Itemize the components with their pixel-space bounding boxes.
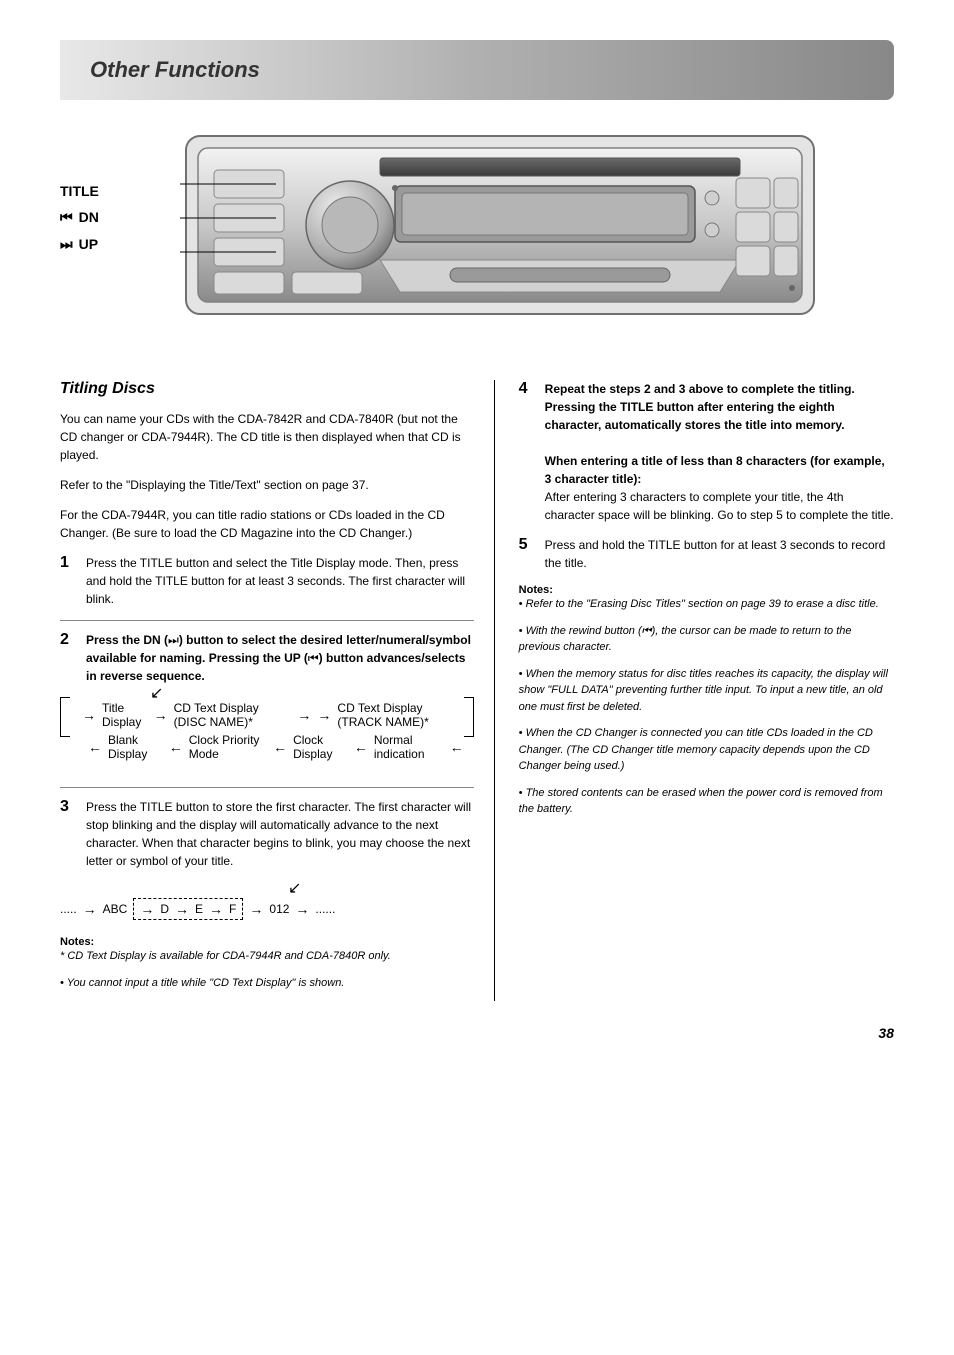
step-4-number: 4 bbox=[519, 380, 537, 524]
stereo-diagram-area: TITLE ⏮ DN ⏭ UP bbox=[60, 130, 894, 320]
step2-a-prefix: Press the DN ( bbox=[86, 633, 168, 647]
arrow-right-icon: → bbox=[209, 901, 223, 917]
separator-1 bbox=[60, 620, 474, 621]
note-r3: • When the memory status for disc titles… bbox=[519, 666, 894, 716]
mode-cycle-diagram: ↙ → Title Display → CD Text Display (DIS… bbox=[60, 697, 474, 771]
mode-clock: Clock Display bbox=[293, 733, 348, 761]
arrow-right-icon: → bbox=[317, 707, 331, 723]
note-r4: • When the CD Changer is connected you c… bbox=[519, 725, 894, 775]
intro2-suffix: . bbox=[365, 478, 368, 492]
section-header: Other Functions bbox=[60, 40, 894, 100]
letters-abc: ABC bbox=[103, 902, 128, 916]
callout-dn: ⏮ DN bbox=[60, 206, 180, 228]
step-1: 1 Press the TITLE button and select the … bbox=[60, 554, 474, 608]
note-star: * CD Text Display is available for CDA-7… bbox=[60, 948, 474, 965]
step2-b-prefix: Pressing the UP ( bbox=[209, 651, 308, 665]
pointer-arrow-icon: ↙ bbox=[150, 683, 163, 703]
step-2-text: Press the DN (⏭) button to select the de… bbox=[86, 631, 474, 685]
notes-heading-left: Notes: bbox=[60, 936, 474, 948]
arrow-right-icon: → bbox=[175, 901, 189, 917]
step-3-number: 3 bbox=[60, 798, 78, 870]
note-r1: • Refer to the "Erasing Disc Titles" sec… bbox=[519, 596, 894, 613]
arrow-left-icon: ← bbox=[169, 739, 183, 755]
left-column: Titling Discs You can name your CDs with… bbox=[60, 380, 494, 1001]
step-3: 3 Press the TITLE button to store the fi… bbox=[60, 798, 474, 870]
mode-cd-disc-name: CD Text Display (DISC NAME)* bbox=[174, 701, 292, 729]
letter-d: D bbox=[160, 902, 169, 916]
bracket-left bbox=[60, 697, 70, 737]
letters-012: 012 bbox=[269, 902, 289, 916]
notes-heading-right: Notes: bbox=[519, 584, 894, 596]
arrow-left-icon: ← bbox=[88, 739, 102, 755]
letter-e: E bbox=[195, 902, 203, 916]
letter-f: F bbox=[229, 902, 236, 916]
arrow-right-icon: → bbox=[140, 901, 154, 917]
arrow-right-icon: → bbox=[249, 901, 263, 917]
letters-dashed-box: → D → E → F bbox=[133, 898, 243, 920]
step-3-text: Press the TITLE button to store the firs… bbox=[86, 798, 474, 870]
step-4-text: Repeat the steps 2 and 3 above to comple… bbox=[545, 380, 894, 524]
titling-discs-heading: Titling Discs bbox=[60, 380, 474, 398]
intro-paragraph-3: For the CDA-7944R, you can title radio s… bbox=[60, 506, 474, 542]
rewind-icon: ⏮ bbox=[60, 206, 73, 228]
step-2-number: 2 bbox=[60, 631, 78, 685]
pointer-arrow-icon: ↙ bbox=[288, 878, 301, 898]
mode-title-display: Title Display bbox=[102, 701, 148, 729]
step4-b-prefix: When entering a title of less than 8 cha… bbox=[545, 454, 885, 486]
step-5-text: Press and hold the TITLE button for at l… bbox=[545, 536, 894, 572]
step-4: 4 Repeat the steps 2 and 3 above to comp… bbox=[519, 380, 894, 524]
ellipsis: ...... bbox=[315, 902, 335, 916]
forward-icon: ⏭ bbox=[168, 633, 179, 647]
rewind-icon: ⏮ bbox=[642, 625, 652, 637]
section-header-title: Other Functions bbox=[90, 57, 260, 83]
callout-labels: TITLE ⏮ DN ⏭ UP bbox=[60, 130, 180, 259]
ellipsis: ..... bbox=[60, 902, 77, 916]
step-1-number: 1 bbox=[60, 554, 78, 608]
forward-icon: ⏭ bbox=[60, 233, 73, 255]
intro2-prefix: Refer to the "Displaying the Title/Text"… bbox=[60, 478, 352, 492]
page-number: 38 bbox=[878, 1025, 894, 1041]
intro-paragraph-1: You can name your CDs with the CDA-7842R… bbox=[60, 410, 474, 464]
step4-a: Repeat the steps 2 and 3 above to comple… bbox=[545, 382, 855, 432]
letters-sequence-diagram: ↙ ..... → ABC → D → E → F → 012 → ...... bbox=[60, 882, 474, 920]
mode-row-reverse: ← Blank Display ← Clock Priority Mode ← … bbox=[70, 733, 464, 761]
separator-2 bbox=[60, 787, 474, 788]
arrow-left-icon: ← bbox=[450, 739, 464, 755]
step-2: 2 Press the DN (⏭) button to select the … bbox=[60, 631, 474, 685]
arrow-right-icon: → bbox=[295, 901, 309, 917]
arrow-right-icon: → bbox=[154, 707, 168, 723]
intro2-page-ref: 37 bbox=[352, 478, 365, 492]
step-5: 5 Press and hold the TITLE button for at… bbox=[519, 536, 894, 572]
car-stereo-illustration bbox=[180, 130, 894, 320]
bracket-right bbox=[464, 697, 474, 737]
mode-cd-track-name: CD Text Display (TRACK NAME)* bbox=[337, 701, 463, 729]
two-column-body: Titling Discs You can name your CDs with… bbox=[60, 380, 894, 1001]
arrow-right-icon: → bbox=[82, 707, 96, 723]
mode-clock-priority: Clock Priority Mode bbox=[189, 733, 267, 761]
note-r5: • The stored contents can be erased when… bbox=[519, 785, 894, 818]
rewind-icon: ⏮ bbox=[308, 651, 319, 665]
step4-b-body: After entering 3 characters to complete … bbox=[545, 490, 894, 522]
note-bullet: • You cannot input a title while "CD Tex… bbox=[60, 975, 474, 992]
mode-normal: Normal indication bbox=[374, 733, 444, 761]
arrow-left-icon: ← bbox=[273, 739, 287, 755]
mode-blank: Blank Display bbox=[108, 733, 163, 761]
callout-title: TITLE bbox=[60, 180, 180, 202]
note-r2-prefix: • With the rewind button ( bbox=[519, 625, 642, 637]
arrow-left-icon: ← bbox=[354, 739, 368, 755]
mode-row-forward: → Title Display → CD Text Display (DISC … bbox=[70, 701, 464, 729]
callout-up: ⏭ UP bbox=[60, 233, 180, 255]
callout-title-text: TITLE bbox=[60, 180, 99, 202]
step-5-number: 5 bbox=[519, 536, 537, 572]
arrow-right-icon: → bbox=[83, 901, 97, 917]
right-column: 4 Repeat the steps 2 and 3 above to comp… bbox=[494, 380, 894, 1001]
note-r2: • With the rewind button (⏮), the cursor… bbox=[519, 623, 894, 656]
step-1-text: Press the TITLE button and select the Ti… bbox=[86, 554, 474, 608]
intro-paragraph-2: Refer to the "Displaying the Title/Text"… bbox=[60, 476, 474, 494]
arrow-right-icon: → bbox=[297, 707, 311, 723]
